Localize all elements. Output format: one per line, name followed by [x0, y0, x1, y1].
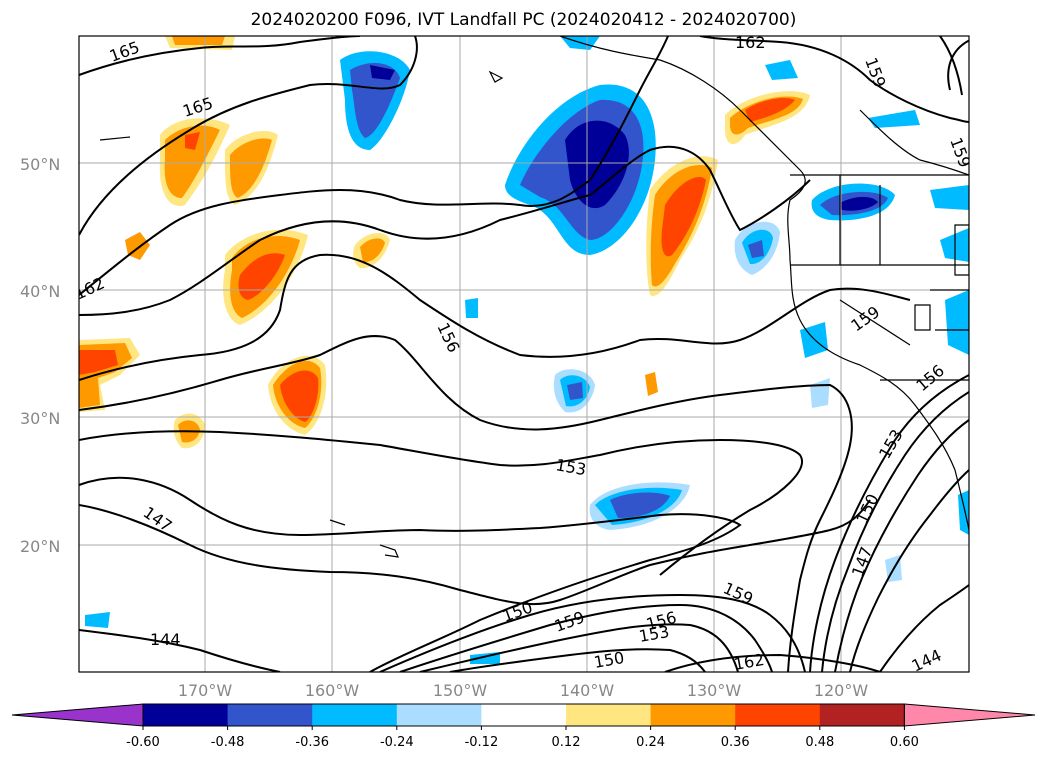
- colorbar-swatch: [143, 704, 229, 726]
- contour-label: 144: [150, 630, 181, 649]
- map-plot-area: 165 165 162 162 159 159 156 159 156 153 …: [72, 33, 974, 675]
- contour-label: 165: [180, 93, 215, 121]
- anomaly-fill: [79, 36, 969, 664]
- contour-label: 162: [732, 650, 765, 674]
- contour-label: 153: [637, 622, 670, 646]
- colorbar-tick-label: -0.12: [465, 735, 499, 750]
- contour-label: 150: [852, 491, 882, 527]
- contour-label: 150: [592, 648, 625, 672]
- colorbar-swatch: [396, 704, 482, 726]
- colorbar-swatch: [735, 704, 821, 726]
- contour-label: 153: [554, 455, 587, 479]
- contour-label: 165: [107, 37, 142, 65]
- contour-lines: [79, 36, 969, 672]
- colorbar-tick-label: -0.48: [211, 735, 245, 750]
- contour-label: 159: [861, 55, 889, 90]
- contour-label: 159: [847, 302, 883, 335]
- contour-label: 147: [848, 544, 876, 579]
- colorbar-tick-label: 0.12: [552, 735, 581, 750]
- colorbar-tick-label: -0.24: [380, 735, 414, 750]
- map-title: 2024020200 F096, IVT Landfall PC (202402…: [250, 10, 797, 30]
- lon-label: 140°W: [560, 681, 615, 700]
- lon-label: 170°W: [178, 681, 233, 700]
- colorbar-tick-label: 0.36: [721, 735, 750, 750]
- contour-label: 144: [909, 645, 945, 675]
- lon-label: 130°W: [687, 681, 742, 700]
- lon-label: 120°W: [814, 681, 869, 700]
- colorbar: -0.60 -0.48 -0.36 -0.24 -0.12 0.12 0.24 0.36 0.4…: [11, 703, 1036, 750]
- lon-label: 150°W: [433, 681, 488, 700]
- colorbar-tick-label: 0.48: [805, 735, 834, 750]
- lat-label: 30°N: [20, 409, 60, 428]
- contour-label: 147: [140, 503, 176, 536]
- lon-label: 160°W: [305, 681, 360, 700]
- contour-label: 159: [552, 607, 587, 635]
- colorbar-extend-min: [11, 703, 144, 727]
- colorbar-swatch: [312, 704, 398, 726]
- lat-label: 20°N: [20, 537, 60, 556]
- contour-label: 159: [946, 135, 974, 170]
- map-frame: [78, 35, 970, 673]
- colorbar-border: [142, 703, 905, 727]
- gridlines: [79, 36, 969, 672]
- contour-label: 162: [72, 273, 108, 303]
- colorbar-swatch: [566, 704, 652, 726]
- colorbar-swatch: [650, 704, 736, 726]
- colorbar-tick-label: 0.24: [636, 735, 665, 750]
- colorbar-swatch: [481, 704, 567, 726]
- colorbar-swatch: [819, 704, 905, 726]
- colorbar-tick-label: 0.60: [890, 735, 919, 750]
- colorbar-tick-label: -0.36: [295, 735, 329, 750]
- colorbar-tick-label: -0.60: [126, 735, 160, 750]
- colorbar-swatch: [227, 704, 313, 726]
- lat-label: 50°N: [20, 155, 60, 174]
- coastlines: [99, 36, 969, 558]
- contour-label: 162: [735, 33, 766, 52]
- colorbar-extend-max: [903, 703, 1036, 727]
- lat-label: 40°N: [20, 282, 60, 301]
